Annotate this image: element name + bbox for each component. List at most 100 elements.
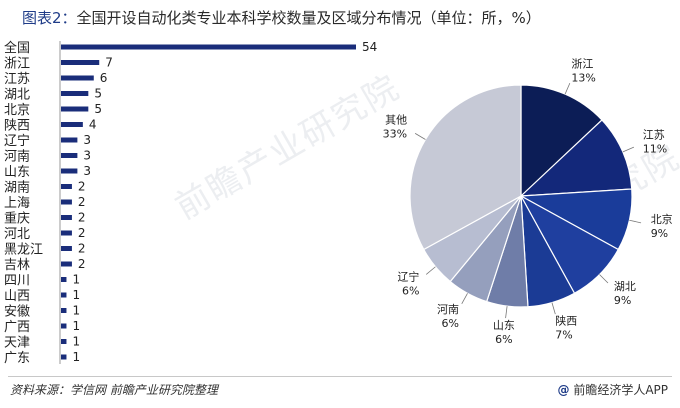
- chart-title: 图表2：全国开设自动化类专业本科学校数量及区域分布情况（单位：所，%）: [22, 7, 541, 28]
- bar-data-label: 2: [78, 257, 86, 271]
- bar: [61, 44, 356, 50]
- bar: [61, 168, 78, 174]
- bar-category-label: 天津: [4, 336, 30, 351]
- bar: [61, 60, 100, 65]
- pie-percent-label: 6%: [402, 284, 419, 297]
- bar-category-label: 安徽: [4, 305, 30, 320]
- bar: [61, 137, 78, 143]
- bar-category-label: 浙江: [4, 57, 30, 72]
- bar-data-label: 4: [89, 118, 97, 132]
- bar: [61, 199, 72, 205]
- bar-category-label: 上海: [4, 196, 30, 211]
- pie-category-label: 陕西: [555, 314, 577, 328]
- pie-percent-label: 33%: [383, 127, 407, 140]
- bar-data-label: 2: [78, 180, 86, 194]
- bar: [61, 106, 89, 112]
- bar: [61, 261, 72, 267]
- bar-category-label: 江苏: [4, 71, 30, 87]
- bar-category-label: 山西: [4, 289, 30, 304]
- bar-data-label: 2: [78, 195, 86, 209]
- bar-data-label: 1: [72, 335, 80, 349]
- bar-data-label: 2: [78, 211, 86, 225]
- chart-title-prefix: 图表2：: [22, 9, 77, 27]
- bar: [61, 308, 67, 313]
- bar-category-label: 辽宁: [4, 133, 30, 149]
- bar-category-label: 河北: [4, 227, 30, 242]
- bar-data-label: 5: [94, 87, 102, 101]
- brand: @ 前瞻经济学人APP: [557, 381, 668, 398]
- bar-data-label: 1: [72, 304, 80, 318]
- pie-leader-line: [461, 293, 468, 304]
- pie-slice: [409, 84, 522, 251]
- bar-data-label: 3: [83, 149, 91, 163]
- pie-leader-line: [599, 274, 609, 284]
- bar-category-label: 山东: [4, 165, 30, 180]
- bar: [61, 91, 89, 96]
- bar-data-label: 1: [72, 273, 80, 287]
- pie-leader-line: [414, 133, 426, 140]
- bar-category-label: 全国: [4, 40, 30, 56]
- bar-category-label: 湖南: [4, 180, 30, 196]
- bar-category-label: 广东: [4, 351, 30, 366]
- pie-percent-label: 11%: [643, 143, 667, 156]
- bar-category-label: 重庆: [4, 211, 30, 227]
- pie-category-label: 辽宁: [397, 269, 419, 283]
- bar-data-label: 54: [362, 40, 377, 54]
- bar-category-label: 吉林: [4, 258, 30, 273]
- pie-percent-label: 9%: [651, 227, 668, 240]
- bar: [61, 215, 72, 220]
- pie-category-label: 河南: [437, 303, 459, 316]
- bar-data-label: 3: [83, 164, 91, 178]
- pie-percent-label: 6%: [442, 317, 459, 330]
- bar-data-label: 2: [78, 226, 86, 240]
- pie-category-label: 浙江: [571, 57, 593, 70]
- bar-data-label: 7: [105, 56, 113, 70]
- bar-data-label: 1: [72, 319, 80, 333]
- pie-leader-line: [425, 266, 436, 275]
- source-note: 资料来源：学信网 前瞻产业研究院整理: [10, 383, 218, 397]
- bar-category-label: 四川: [4, 274, 30, 289]
- chart-title-text: 全国开设自动化类专业本科学校数量及区域分布情况（单位：所，%）: [76, 9, 541, 27]
- pie-category-label: 其他: [385, 113, 407, 126]
- bar: [61, 153, 78, 158]
- bar-data-label: 1: [72, 288, 80, 302]
- pie-percent-label: 6%: [495, 333, 512, 346]
- pie-leader-line: [622, 146, 635, 153]
- bar: [61, 323, 67, 329]
- footer: 资料来源：学信网 前瞻产业研究院整理 @ 前瞻经济学人APP: [0, 372, 680, 408]
- bar-chart: 全国 54 浙江 7 江苏 6 湖北 5 北京 5 陕西 4 辽宁 3 河南 3 山东 3 湖南 2 上海 2 重庆 2 河北 2…: [4, 40, 377, 366]
- bar: [61, 122, 83, 127]
- pie-category-label: 北京: [651, 212, 673, 226]
- chart-area: 全国 54 浙江 7 江苏 6 湖北 5 北京 5 陕西 4 辽宁 3 河南 3 山东 3 湖南 2 上海 2 重庆 2 河北 2…: [4, 40, 673, 366]
- bar-data-label: 3: [83, 133, 91, 147]
- bar-category-label: 北京: [4, 103, 30, 118]
- bar-category-label: 陕西: [4, 119, 30, 134]
- bar: [61, 292, 67, 298]
- bar: [61, 246, 72, 251]
- bar-category-label: 湖北: [4, 88, 30, 103]
- footer-divider: [8, 376, 672, 377]
- bar: [61, 75, 94, 81]
- pie-slice: [519, 119, 633, 197]
- pie-leader-line: [551, 302, 556, 315]
- bar: [61, 277, 67, 282]
- pie-leader-line: [564, 82, 571, 95]
- bar-data-label: 1: [72, 350, 80, 364]
- bar-data-label: 6: [100, 71, 108, 85]
- pie-leader-line: [505, 306, 508, 319]
- brand-name: 前瞻经济学人APP: [573, 383, 668, 397]
- bar-category-label: 河南: [4, 149, 30, 165]
- bar: [61, 230, 72, 236]
- bar: [61, 339, 67, 344]
- bar-category-label: 黑龙江: [4, 243, 43, 258]
- pie-leader-line: [629, 219, 642, 224]
- bar-data-label: 2: [78, 242, 86, 256]
- bar: [61, 354, 67, 360]
- bar: [61, 184, 72, 189]
- pie-percent-label: 13%: [571, 71, 595, 84]
- pie-category-label: 山东: [493, 319, 515, 332]
- pie-category-label: 湖北: [614, 280, 636, 293]
- pie-percent-label: 9%: [614, 294, 631, 307]
- pie-percent-label: 7%: [555, 329, 572, 342]
